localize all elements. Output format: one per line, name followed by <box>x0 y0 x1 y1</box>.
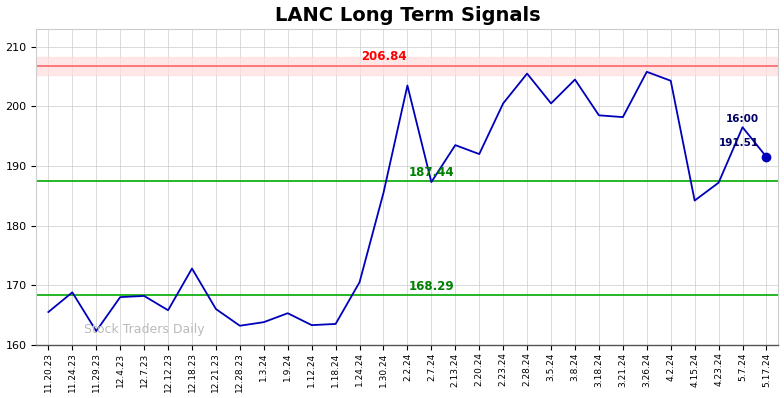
Text: 187.44: 187.44 <box>408 166 454 179</box>
Text: 191.51: 191.51 <box>719 138 759 148</box>
Text: Stock Traders Daily: Stock Traders Daily <box>84 323 205 336</box>
Text: 206.84: 206.84 <box>361 50 406 63</box>
Text: 168.29: 168.29 <box>408 280 454 293</box>
Text: 16:00: 16:00 <box>726 114 759 124</box>
Bar <box>36 57 779 74</box>
Title: LANC Long Term Signals: LANC Long Term Signals <box>274 6 540 25</box>
